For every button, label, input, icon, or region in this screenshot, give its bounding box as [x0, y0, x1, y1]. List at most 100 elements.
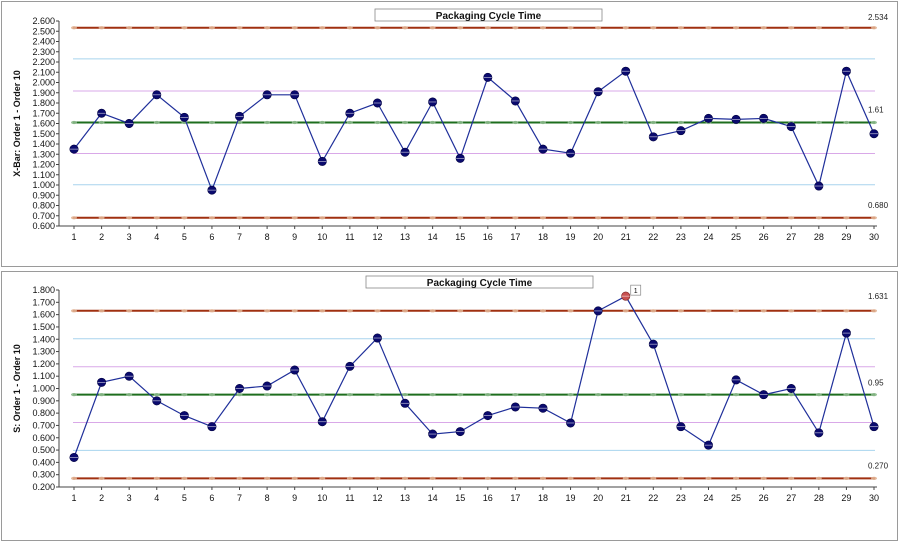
x-tick-label: 25 [731, 232, 741, 242]
lcl-line-marker [126, 216, 133, 220]
center-line-marker [733, 393, 740, 397]
lcl-line-marker [512, 476, 519, 480]
ucl-line-marker [843, 309, 850, 313]
ucl-line-marker [429, 309, 436, 313]
center-line-marker [153, 393, 160, 397]
center-line-marker [567, 393, 574, 397]
lcl-line-marker [595, 216, 602, 220]
x-tick-label: 11 [345, 232, 354, 242]
x-tick-label: 4 [154, 493, 159, 503]
lcl-line-marker [208, 216, 215, 220]
center-line-marker [595, 120, 602, 125]
center-line-marker [677, 393, 684, 397]
ucl-line-marker [788, 26, 795, 30]
ucl-line-marker [126, 309, 133, 313]
center-line-marker [126, 393, 133, 397]
y-tick-label: 2.200 [32, 57, 55, 67]
lcl-line-marker [539, 216, 546, 220]
center-line-marker [153, 120, 160, 125]
y-tick-label: 1.900 [32, 88, 55, 98]
ucl-line-marker [815, 309, 822, 313]
lcl-line-marker [374, 476, 381, 480]
y-tick-label: 1.800 [32, 98, 55, 108]
ucl-line-marker [484, 309, 491, 313]
lcl-line-marker [264, 476, 271, 480]
x-tick-label: 18 [538, 232, 548, 242]
center-line-marker [512, 120, 519, 125]
center-line-marker [622, 120, 629, 125]
lcl-line-marker [429, 476, 436, 480]
lcl-line-marker [843, 216, 850, 220]
lcl-line-marker [595, 476, 602, 480]
center-line-marker [843, 393, 850, 397]
lcl-line-marker [705, 216, 712, 220]
ucl-line-marker [567, 26, 574, 30]
center-line-marker [457, 120, 464, 125]
center-line-marker [871, 393, 877, 397]
center-line-marker [291, 120, 298, 125]
ucl-line-marker [264, 309, 271, 313]
ucl-line-marker [539, 26, 546, 30]
x-tick-label: 10 [317, 493, 327, 503]
x-tick-label: 27 [786, 493, 796, 503]
lcl-line-marker [815, 476, 822, 480]
ucl-line-marker [760, 26, 767, 30]
center-line-marker [71, 393, 77, 397]
lcl-line-marker [567, 476, 574, 480]
lcl-line-marker [98, 216, 105, 220]
x-tick-label: 3 [127, 493, 132, 503]
lcl-label: 0.680 [868, 201, 889, 210]
ucl-line-marker [705, 309, 712, 313]
y-tick-label: 0.400 [32, 457, 55, 467]
x-tick-label: 19 [566, 232, 576, 242]
ucl-line-marker [843, 26, 850, 30]
x-tick-label: 3 [127, 232, 132, 242]
center-label: 1.61 [868, 105, 884, 114]
x-tick-label: 17 [510, 232, 520, 242]
series-line [73, 295, 875, 458]
center-line-marker [512, 393, 519, 397]
x-tick-label: 20 [593, 493, 603, 503]
ucl-line-marker [705, 26, 712, 30]
lcl-line-marker [98, 476, 105, 480]
y-tick-label: 2.600 [32, 16, 55, 26]
x-tick-label: 28 [814, 232, 824, 242]
x-tick-label: 22 [648, 232, 658, 242]
center-line-marker [815, 393, 822, 397]
x-tick-label: 21 [621, 493, 631, 503]
x-tick-label: 10 [317, 232, 327, 242]
ucl-line-marker [98, 26, 105, 30]
center-line-marker [346, 393, 353, 397]
lcl-line-marker [622, 476, 629, 480]
x-tick-label: 15 [455, 232, 465, 242]
y-tick-label: 2.300 [32, 47, 55, 57]
x-tick-label: 2 [99, 232, 104, 242]
center-line-marker [181, 393, 188, 397]
lcl-line-marker [650, 216, 657, 220]
y-tick-label: 2.500 [32, 26, 55, 36]
x-tick-label: 23 [676, 232, 686, 242]
y-tick-label: 1.400 [32, 334, 55, 344]
ucl-line-marker [181, 309, 188, 313]
y-axis-label: X-Bar: Order 1 - Order 10 [12, 70, 22, 177]
lcl-line-marker [71, 476, 77, 480]
lcl-line-marker [319, 216, 326, 220]
lcl-line-marker [457, 216, 464, 220]
center-line-marker [374, 120, 381, 125]
y-tick-label: 0.300 [32, 470, 55, 480]
lcl-line-marker [760, 476, 767, 480]
x-tick-label: 23 [676, 493, 686, 503]
chart-title-box [374, 8, 603, 22]
center-line-marker [539, 393, 546, 397]
lcl-line-marker [650, 476, 657, 480]
lcl-label: 0.270 [868, 461, 889, 470]
lcl-line-marker [677, 216, 684, 220]
ucl-line-marker [457, 26, 464, 30]
x-tick-label: 28 [814, 493, 824, 503]
ucl-line-marker [871, 26, 877, 30]
center-line-marker [236, 393, 243, 397]
center-line-marker [484, 120, 491, 125]
x-tick-label: 30 [869, 493, 879, 503]
center-line-marker [429, 120, 436, 125]
x-tick-label: 6 [209, 232, 214, 242]
